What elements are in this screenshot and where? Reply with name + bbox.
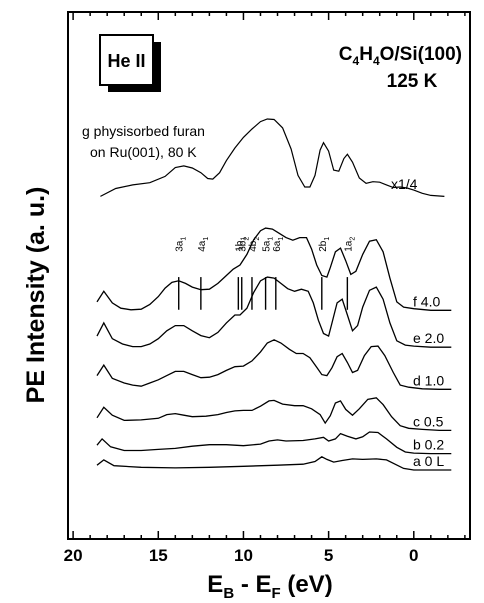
series-line (96, 339, 452, 390)
badge-label: He II (107, 51, 145, 71)
reference-curve (100, 118, 445, 197)
series-label: b 0.2 (413, 437, 444, 453)
orbital-marker-label: 6a1 (272, 237, 285, 252)
series-line (96, 456, 452, 471)
series-line (96, 397, 452, 432)
axis-ticks (72, 12, 466, 539)
series-label: c 0.5 (413, 413, 444, 429)
x-axis-label: EB - EF (eV) (207, 571, 332, 602)
orbital-marker-label: 4a1 (197, 237, 210, 252)
x-tick-label: 10 (234, 546, 253, 565)
x-tick-label: 5 (324, 546, 333, 565)
series-line (96, 431, 452, 455)
plot-area: 20 15 10 5 0 (64, 11, 471, 565)
x-tick-label: 15 (149, 546, 168, 565)
spectra-series (96, 227, 452, 471)
orbital-marker-label: 1a2 (343, 237, 356, 252)
temperature-label: 125 K (387, 71, 438, 92)
y-axis-label: PE Intensity (a. u.) (22, 187, 50, 404)
reference-scale-label: x1/4 (391, 176, 418, 192)
series-line (96, 276, 452, 348)
reference-label-line2: on Ru(001), 80 K (90, 144, 197, 160)
badge-box (99, 34, 154, 86)
series-label: d 1.0 (413, 372, 444, 388)
series-label: f 4.0 (413, 293, 440, 309)
x-tick-label: 20 (64, 546, 83, 565)
plot-frame (67, 11, 471, 540)
orbital-marker-label: 1b1 (234, 237, 247, 252)
series-labels: a 0 Lb 0.2 c 0.5 d 1.0 e 2.0 f 4.0 (413, 293, 444, 469)
reference-spectrum (100, 118, 445, 197)
orbital-marker-label: 3b2 (238, 237, 251, 252)
sample-label: C4H4O/Si(100) (339, 44, 462, 68)
series-label: e 2.0 (413, 330, 444, 346)
x-tick-label: 0 (409, 546, 418, 565)
orbital-marker-label: 5a1 (262, 237, 275, 252)
orbital-marker-label: 3a1 (175, 237, 188, 252)
series-line (96, 227, 452, 311)
x-tick-labels: 20 15 10 5 0 (64, 546, 419, 565)
he-ii-badge: He II (99, 34, 161, 92)
series-label: a 0 L (413, 453, 444, 469)
orbital-marker-label: 2b1 (318, 237, 331, 252)
orbital-marker-label: 4b2 (248, 237, 261, 252)
reference-label-line1: g physisorbed furan (82, 123, 205, 139)
